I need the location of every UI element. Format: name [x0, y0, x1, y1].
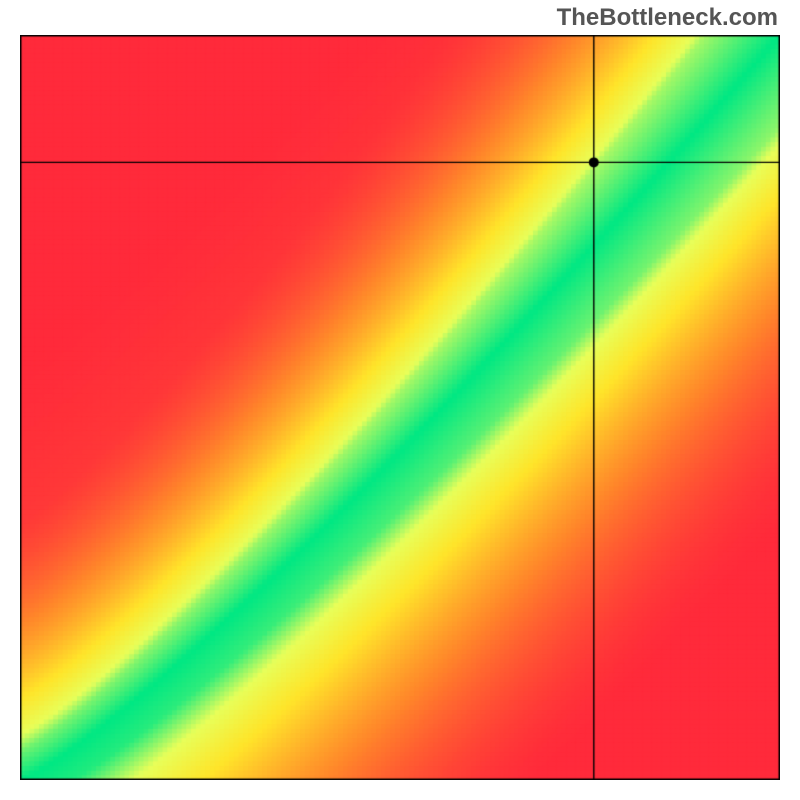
- bottleneck-heatmap: [20, 35, 780, 780]
- watermark-text: TheBottleneck.com: [557, 4, 778, 32]
- chart-container: TheBottleneck.com: [0, 0, 800, 800]
